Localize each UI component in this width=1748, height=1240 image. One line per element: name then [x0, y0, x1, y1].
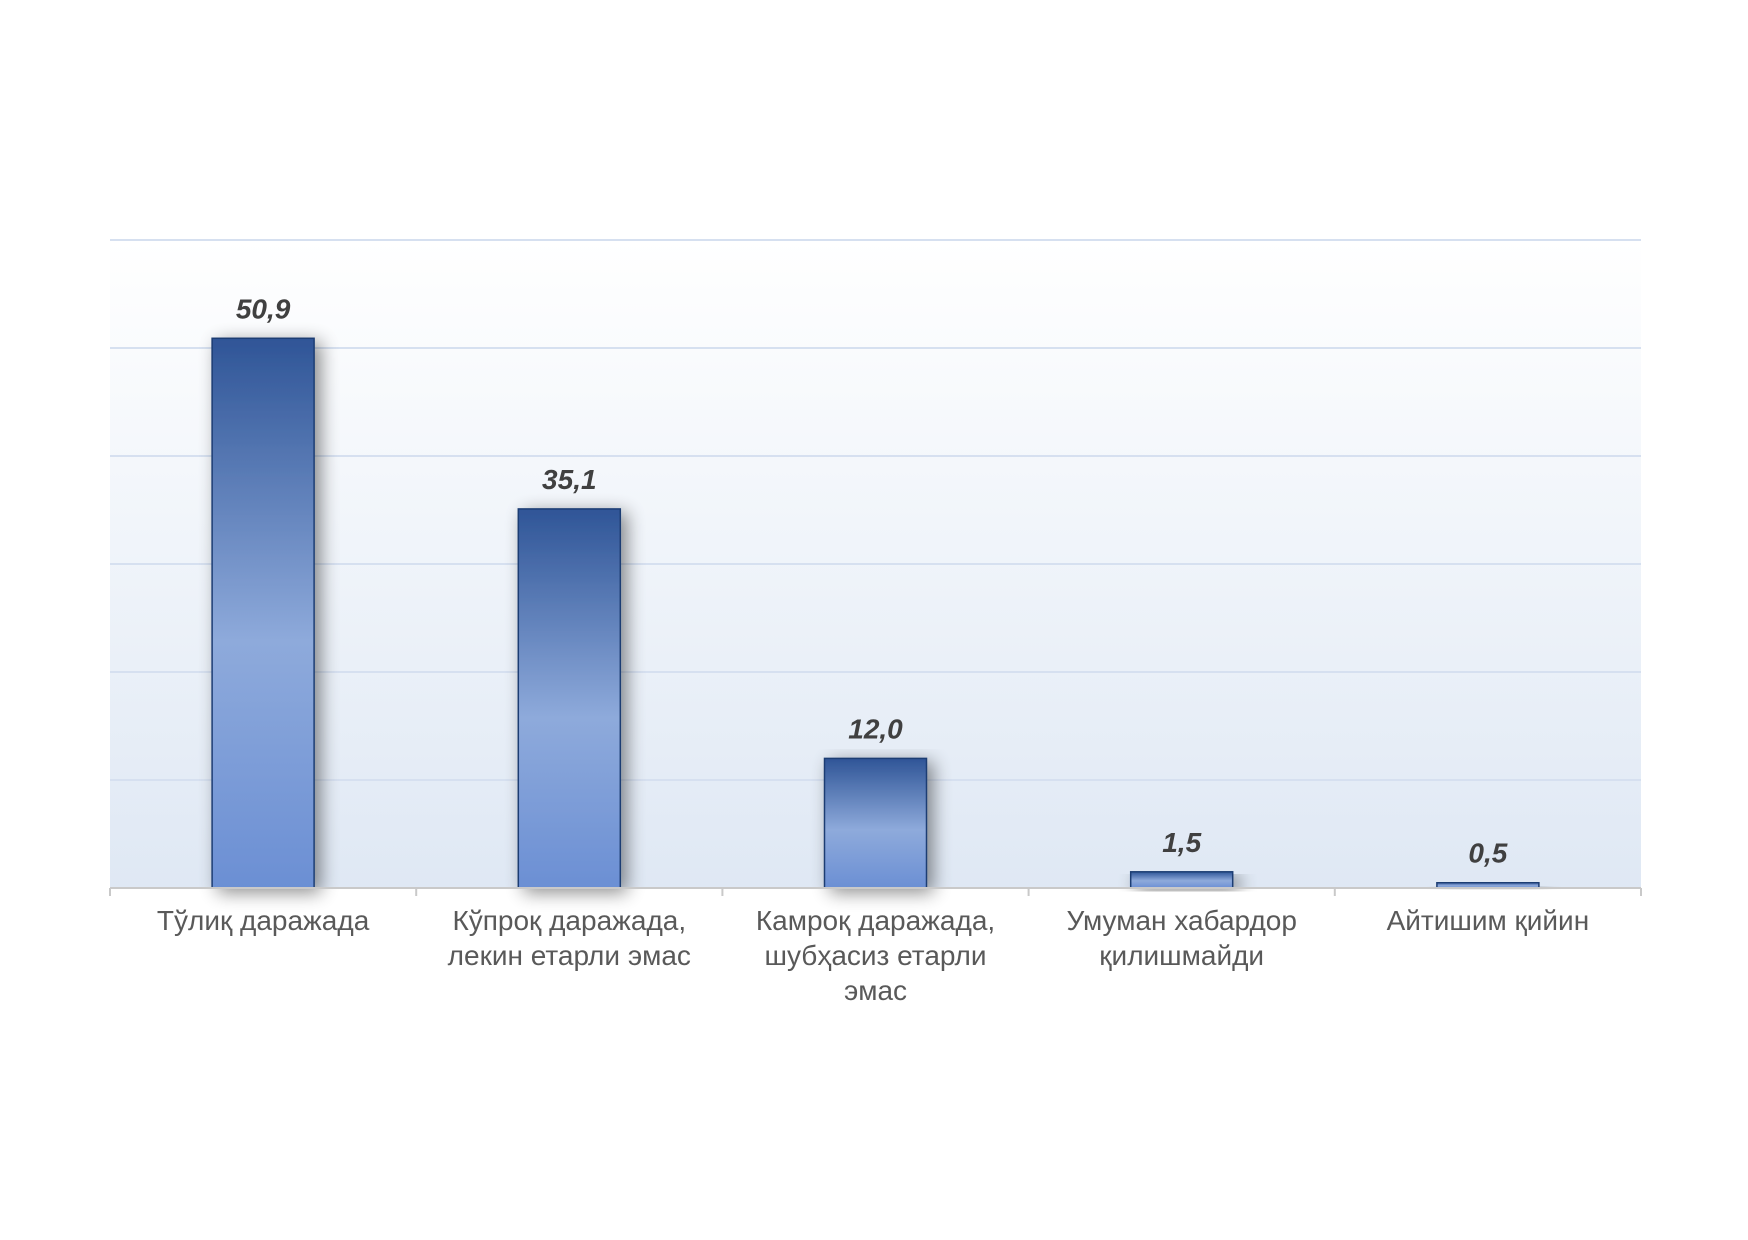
value-label: 12,0	[848, 713, 903, 744]
value-label: 0,5	[1468, 838, 1507, 869]
value-labels: 50,9 35,1 12,0 1,5 0,5	[236, 293, 1508, 868]
category-label: Камроқ даражада, шубҳасиз етарли эмас	[756, 905, 995, 1006]
bar	[517, 508, 622, 889]
category-label: Умуман хабардор қилишмайди	[1066, 905, 1296, 971]
value-label: 50,9	[236, 293, 291, 324]
gridlines	[110, 239, 1641, 781]
bar	[211, 337, 315, 889]
category-labels: Тўлиқ даражада Кўпроқ даражада, лекин етар…	[157, 905, 1589, 1006]
value-label: 35,1	[542, 464, 597, 495]
bars	[211, 337, 1540, 889]
category-label: Айтишим қийин	[1387, 905, 1590, 936]
x-axis	[109, 887, 1642, 896]
bar	[823, 757, 928, 889]
category-label: Тўлиқ даражада	[157, 905, 370, 936]
category-label: Кўпроқ даражада, лекин етарли эмас	[448, 905, 691, 971]
bar	[1129, 871, 1234, 889]
value-label: 1,5	[1162, 827, 1201, 858]
